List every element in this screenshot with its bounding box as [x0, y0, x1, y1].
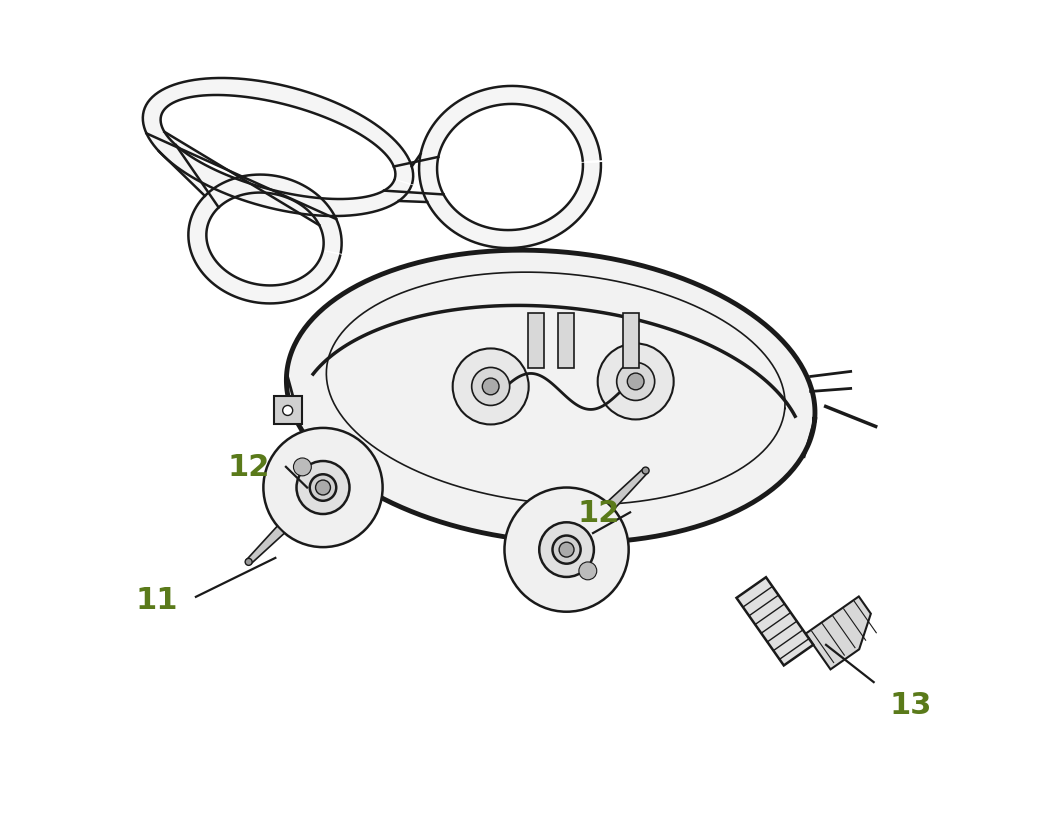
Polygon shape — [394, 155, 438, 167]
Circle shape — [504, 488, 629, 612]
Bar — [273, 397, 302, 425]
Circle shape — [616, 363, 654, 401]
Text: 12: 12 — [577, 498, 620, 528]
Circle shape — [452, 349, 528, 425]
Polygon shape — [607, 469, 648, 509]
Polygon shape — [159, 146, 218, 208]
Polygon shape — [143, 79, 413, 217]
Polygon shape — [286, 251, 815, 543]
Bar — [558, 314, 574, 369]
Circle shape — [482, 379, 499, 395]
Text: 11: 11 — [136, 585, 178, 614]
Circle shape — [539, 523, 594, 577]
Circle shape — [471, 368, 509, 406]
Polygon shape — [384, 191, 444, 203]
Circle shape — [627, 374, 644, 390]
Polygon shape — [247, 527, 285, 564]
Polygon shape — [736, 577, 813, 666]
Circle shape — [579, 562, 597, 580]
Circle shape — [293, 458, 311, 476]
Text: 12: 12 — [228, 452, 270, 482]
Bar — [623, 314, 639, 369]
Circle shape — [309, 475, 337, 501]
Circle shape — [245, 559, 252, 566]
Polygon shape — [806, 597, 870, 670]
Circle shape — [559, 543, 574, 557]
Circle shape — [264, 428, 382, 547]
Polygon shape — [419, 87, 600, 249]
Circle shape — [642, 467, 649, 475]
Polygon shape — [146, 132, 336, 226]
Text: 13: 13 — [890, 690, 932, 719]
Bar — [527, 314, 543, 369]
Circle shape — [553, 536, 580, 564]
Circle shape — [283, 406, 292, 416]
Circle shape — [297, 461, 349, 514]
Polygon shape — [189, 175, 342, 304]
Circle shape — [597, 344, 674, 420]
Circle shape — [316, 480, 330, 495]
